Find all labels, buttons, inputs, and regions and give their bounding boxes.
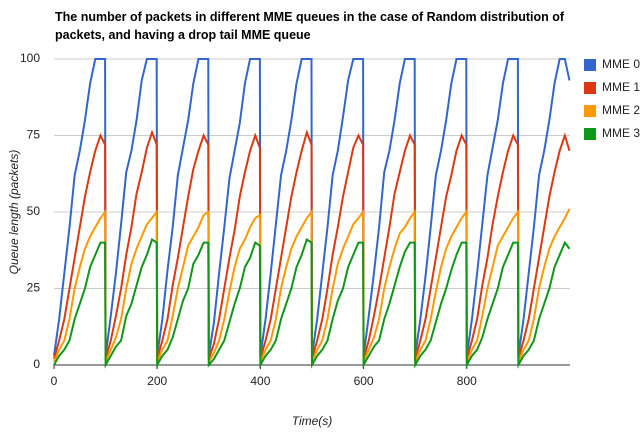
y-tick-label: 75 [27,128,41,142]
series-line [53,237,571,369]
chart-title: The number of packets in different MME q… [55,10,565,42]
y-axis-label: Queue length (packets) [7,150,21,275]
legend-label: MME 3 [602,126,640,140]
x-axis-label: Time(s) [292,414,333,428]
x-tick-label: 800 [457,374,477,388]
legend-swatch [584,128,596,140]
x-tick-label: 600 [354,374,374,388]
y-tick-label: 50 [27,204,41,218]
legend-swatch [584,59,596,71]
legend-swatch [584,105,596,117]
legend-label: MME 2 [602,103,640,117]
y-tick-label: 25 [27,281,41,295]
x-tick-label: 200 [147,374,167,388]
legend-swatch [584,82,596,94]
x-tick-label: 400 [250,374,270,388]
x-tick-label: 0 [51,374,58,388]
y-tick-label: 100 [20,51,40,65]
legend-label: MME 1 [602,80,640,94]
legend-label: MME 0 [602,57,640,71]
y-tick-label: 0 [33,357,40,371]
